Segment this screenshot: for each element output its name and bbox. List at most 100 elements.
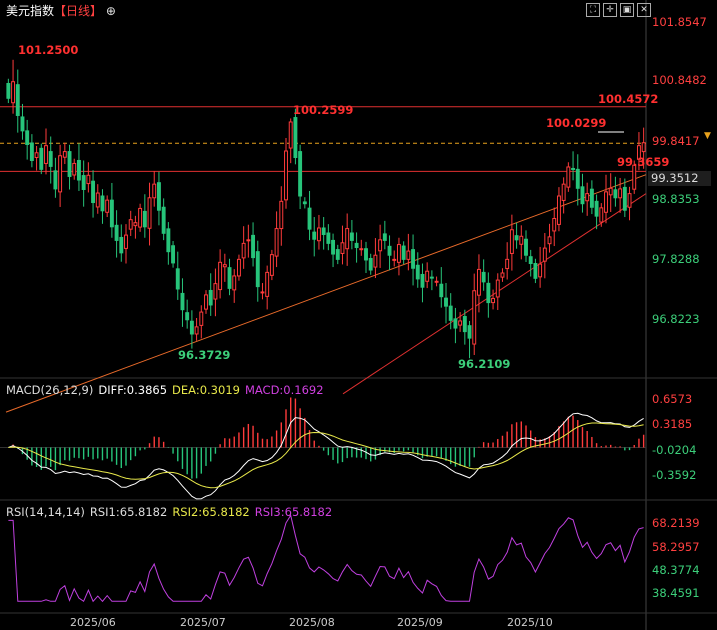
candle-body	[133, 222, 138, 227]
candle-body	[345, 228, 350, 250]
candle-body	[208, 289, 213, 306]
candle-body	[589, 188, 594, 208]
candle-body	[6, 82, 11, 99]
candle-body	[25, 130, 30, 145]
toolbar: ⛶ ✛ ▣ ✕	[586, 3, 651, 17]
y-tick: 98.8353	[652, 192, 700, 206]
candle-body	[124, 234, 128, 249]
candle-body	[472, 290, 477, 345]
candle-body	[152, 183, 157, 199]
candle-body	[53, 170, 58, 190]
macd-diff-value: DIFF:0.3865	[98, 383, 168, 397]
candle-body	[618, 188, 623, 199]
candle-body	[44, 145, 48, 164]
chart-header: 美元指数【日线】 ⊕	[6, 2, 116, 19]
macd-dea-line	[8, 422, 644, 489]
candle-body	[599, 207, 604, 223]
x-tick: 2025/07	[180, 616, 226, 629]
candle-body	[307, 207, 312, 230]
annotation-level: 99.3659	[617, 155, 670, 169]
price-tag: 99.3512	[648, 171, 711, 186]
candle-body	[561, 183, 566, 201]
candle-body	[81, 175, 86, 190]
rsi3-value: RSI3:65.8182	[254, 505, 333, 519]
candle-body	[462, 316, 467, 333]
candle-body	[189, 320, 194, 335]
candle-body	[227, 267, 232, 289]
x-tick: 2025/08	[289, 616, 335, 629]
macd-value: MACD:0.1692	[244, 383, 324, 397]
candle-body	[632, 164, 637, 190]
candle-body	[86, 174, 91, 185]
y-tick: 96.8223	[652, 312, 700, 326]
candle-body	[138, 207, 143, 228]
fullscreen-icon[interactable]: ⛶	[586, 3, 600, 17]
candle-body	[185, 312, 190, 321]
candle-body	[547, 236, 552, 245]
candle-body	[29, 142, 34, 161]
candle-body	[382, 233, 387, 241]
close-icon[interactable]: ✕	[637, 3, 651, 17]
candle-body	[213, 283, 218, 300]
candle-body	[48, 151, 53, 167]
candle-body	[246, 239, 251, 242]
rsi-y-tick: 48.3774	[652, 563, 700, 577]
candle-body	[349, 232, 354, 241]
candle-body	[538, 263, 543, 278]
candle-body	[194, 326, 199, 335]
candle-body	[481, 271, 486, 283]
period-label[interactable]: 【日线】	[54, 4, 103, 18]
candle-body	[269, 254, 274, 276]
crosshair-icon[interactable]: ✛	[603, 3, 617, 17]
candle-body	[396, 244, 401, 263]
candle-body	[284, 150, 288, 201]
macd-params: MACD(26,12,9)	[6, 383, 94, 397]
candle-body	[354, 242, 359, 249]
candle-body	[312, 231, 317, 240]
candle-body	[604, 191, 608, 213]
candle-body	[180, 292, 185, 311]
candle-body	[274, 228, 279, 257]
candle-body	[495, 279, 500, 298]
candle-body	[627, 193, 632, 208]
candle-body	[566, 166, 571, 188]
candle-body	[119, 236, 124, 254]
candle-body	[486, 282, 491, 304]
candle-body	[373, 254, 378, 268]
rsi-legend: RSI(14,14,14) RSI1:65.8182 RSI2:65.8182 RSI…	[6, 505, 337, 519]
y-tick: 100.8482	[652, 73, 707, 87]
candle-body	[298, 151, 303, 197]
candle-body	[608, 187, 613, 196]
candle-body	[622, 186, 627, 211]
macd-dea-value: DEA:0.3019	[172, 383, 240, 397]
candle-body	[519, 235, 524, 245]
macd-y-tick: -0.3592	[652, 468, 697, 482]
candle-body	[91, 180, 96, 204]
candle-body	[556, 195, 561, 225]
candle-body	[401, 245, 406, 260]
candle-body	[95, 192, 100, 208]
candle-body	[368, 257, 373, 271]
maximize-icon[interactable]: ▣	[620, 3, 634, 17]
candle-body	[156, 182, 161, 211]
candle-body	[594, 200, 599, 217]
zoom-icon[interactable]: ⊕	[105, 4, 116, 18]
y-tick: 99.8417	[652, 134, 700, 148]
x-tick: 2025/09	[397, 616, 443, 629]
candle-body	[72, 162, 77, 176]
macd-y-tick: -0.0204	[652, 443, 697, 457]
y-tick: 101.8547	[652, 15, 707, 29]
candle-body	[444, 297, 448, 307]
candle-body	[335, 249, 340, 260]
candle-body	[453, 318, 458, 329]
macd-legend: MACD(26,12,9) DIFF:0.3865 DEA:0.3019 MACD:0…	[6, 383, 329, 397]
candle-body	[439, 283, 444, 298]
annotation-level: 100.4572	[598, 92, 659, 106]
candle-body	[509, 229, 514, 254]
candle-body	[204, 294, 208, 310]
y-tick: 97.8288	[652, 252, 700, 266]
candle-body	[392, 258, 397, 261]
candle-body	[514, 235, 519, 241]
candle-body	[34, 152, 39, 159]
